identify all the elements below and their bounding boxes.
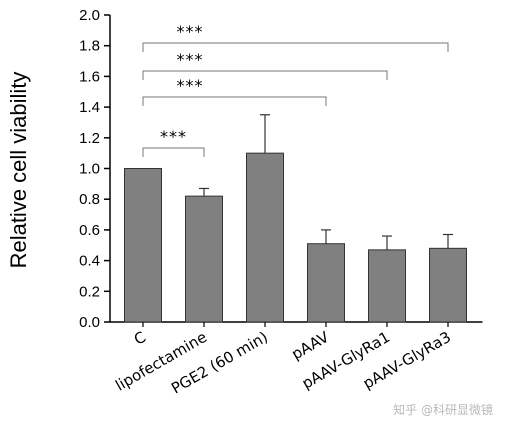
y-tick-label: 1.6 [79,68,100,85]
y-tick-label: 1.8 [79,38,100,55]
significance-label: *** [177,76,204,95]
bar [124,168,162,323]
x-tick-label: pAAV [289,328,333,364]
bar [246,152,284,323]
plot-area: 0.00.20.40.60.81.01.21.41.61.82.0Clipofe… [79,7,483,398]
significance-bracket [142,96,327,106]
y-tick-label: 0.0 [79,314,100,331]
y-tick-label: 1.0 [79,161,100,178]
significance-bracket [142,70,388,80]
y-tick-label: 0.2 [79,283,100,300]
significance-label: *** [160,127,187,146]
significance-label: *** [177,22,204,41]
bar [368,249,406,323]
y-tick-label: 0.4 [79,253,100,270]
bar [185,195,223,323]
y-tick-label: 1.4 [79,99,100,116]
y-tick-label: 0.8 [79,191,100,208]
bar [429,247,467,323]
significance-label: *** [177,50,204,69]
significance-bracket [142,147,205,157]
x-tick-label: C [131,328,149,349]
y-tick-label: 0.6 [79,222,100,239]
bar [307,243,345,323]
watermark: 知乎 @科研显微镜 [393,403,493,417]
y-tick-label: 1.2 [79,130,100,147]
y-tick-label: 2.0 [79,7,100,24]
y-axis-label: Relative cell viability [6,72,31,269]
significance-bracket [142,42,449,52]
